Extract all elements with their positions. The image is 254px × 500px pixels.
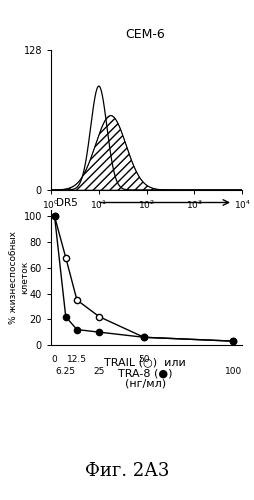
Text: TRA-8 (●): TRA-8 (●) xyxy=(118,368,172,378)
Text: 100: 100 xyxy=(224,367,241,376)
Text: 0: 0 xyxy=(52,356,57,364)
Text: DR5: DR5 xyxy=(56,198,77,207)
Text: 50: 50 xyxy=(138,356,149,364)
Text: CEM-6: CEM-6 xyxy=(125,28,165,40)
Text: 6.25: 6.25 xyxy=(56,367,75,376)
Text: 25: 25 xyxy=(93,367,105,376)
Text: TRAIL (○)  или: TRAIL (○) или xyxy=(104,357,185,367)
Text: (нг/мл): (нг/мл) xyxy=(124,379,165,389)
Y-axis label: % жизнеспособных
клеток: % жизнеспособных клеток xyxy=(9,231,29,324)
Text: Фиг. 2А3: Фиг. 2А3 xyxy=(85,462,169,480)
Text: 12.5: 12.5 xyxy=(67,356,87,364)
